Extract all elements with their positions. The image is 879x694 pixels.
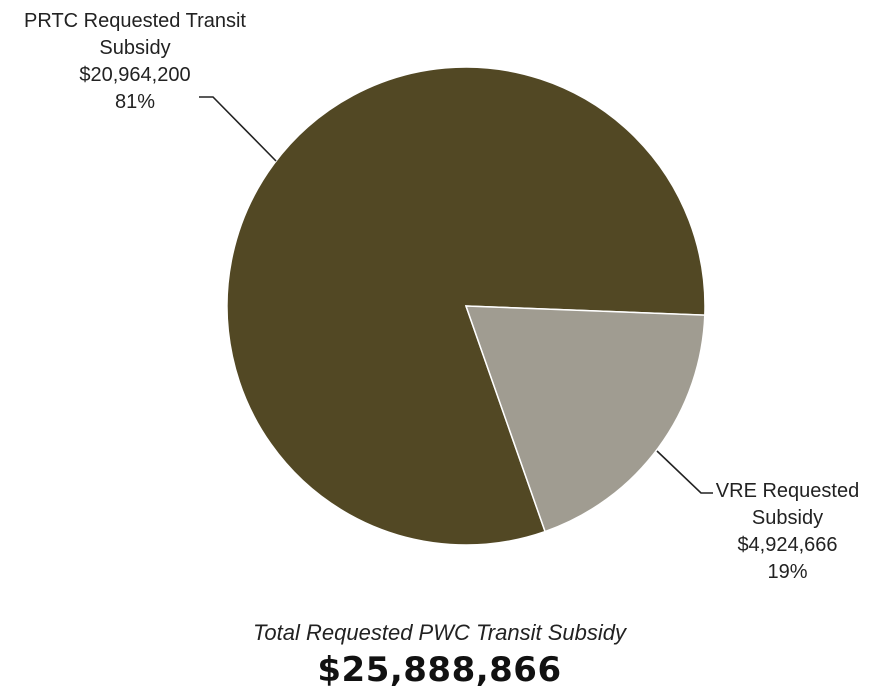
slice-label-prtc-name-line1: PRTC Requested Transit (24, 10, 246, 32)
leader-lines (199, 96, 713, 494)
slice-label-prtc-percent: 81% (114, 91, 156, 113)
slice-label-prtc: PRTC Requested Transit Subsidy $20,964,2… (0, 8, 270, 116)
slice-label-vre-value: $4,924,666 (737, 534, 838, 556)
leader-line-prtc (199, 96, 277, 162)
pie-slice-vre (464, 305, 706, 533)
slice-label-vre: VRE Requested Subsidy $4,924,666 19% (700, 478, 875, 586)
pie-slices (226, 66, 706, 546)
slice-label-prtc-value: $20,964,200 (79, 64, 191, 86)
slice-label-vre-name-line2: Subsidy (751, 507, 824, 529)
slice-label-vre-name-line1: VRE Requested (715, 480, 860, 502)
total-caption: Total Requested PWC Transit Subsidy (253, 620, 626, 645)
leader-line-vre (656, 450, 713, 494)
slice-label-prtc-name-line2: Subsidy (99, 37, 171, 59)
slice-label-vre-percent: 19% (767, 561, 808, 583)
total-amount: $25,888,866 (317, 650, 562, 690)
